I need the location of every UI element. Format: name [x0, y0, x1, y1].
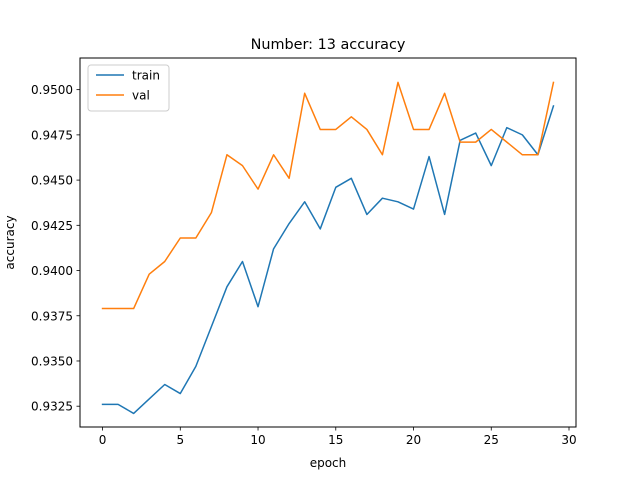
x-tick-label: 15 [328, 433, 343, 447]
legend-box [87, 64, 170, 112]
y-tick-label: 0.9400 [31, 264, 73, 278]
chart-title: Number: 13 accuracy [251, 37, 406, 53]
x-tick-label: 5 [176, 433, 184, 447]
series-line-train [101, 104, 555, 415]
legend-label-val: val [132, 89, 150, 103]
x-axis-label: epoch [310, 456, 347, 470]
y-tick-label: 0.9350 [31, 354, 73, 368]
plot-area [101, 81, 555, 415]
y-tick-label: 0.9325 [31, 400, 73, 414]
y-tick-label: 0.9500 [31, 83, 73, 97]
y-axis-label: accuracy [3, 215, 17, 269]
y-tick-label: 0.9375 [31, 309, 73, 323]
x-tick-label: 20 [406, 433, 421, 447]
x-tick-label: 30 [561, 433, 576, 447]
y-axis-ticks: 0.9325 0.9350 0.9375 0.9400 0.9425 0.9450 0.94… [31, 83, 80, 414]
y-tick-label: 0.9425 [31, 219, 73, 233]
legend-label-train: train [132, 69, 160, 83]
series-line-val [101, 81, 555, 310]
x-axis-ticks: 0 5 10 15 20 25 30 [99, 427, 577, 447]
y-tick-label: 0.9450 [31, 174, 73, 188]
plot-frame [79, 57, 577, 428]
x-tick-label: 25 [484, 433, 499, 447]
y-tick-label: 0.9475 [31, 128, 73, 142]
legend: train val [87, 64, 170, 112]
x-tick-label: 0 [99, 433, 107, 447]
x-tick-label: 10 [250, 433, 265, 447]
